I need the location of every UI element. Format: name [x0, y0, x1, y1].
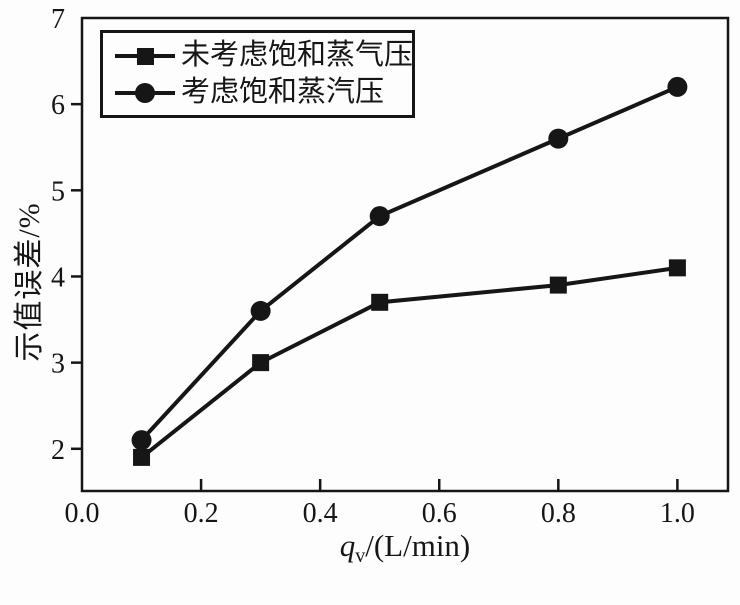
data-point-circle [667, 76, 688, 97]
y-tick-label: 3 [51, 349, 65, 380]
data-point-circle [250, 300, 271, 321]
y-axis-title: 示值误差/% [13, 202, 46, 362]
series-line-circle [140, 85, 679, 442]
legend-item-without-svp: 未考虑饱和蒸气压 [114, 39, 414, 71]
x-tick-label: 0.4 [303, 498, 338, 529]
data-point-square [252, 354, 270, 372]
data-point-square [549, 276, 567, 294]
x-tick-label: 0.6 [422, 498, 457, 529]
circle-marker-key-icon [115, 82, 175, 103]
x-tick-label: 0.0 [65, 498, 100, 529]
legend-label-without-svp: 未考虑饱和蒸气压 [181, 39, 414, 71]
data-point-circle [369, 206, 390, 227]
legend-label-with-svp: 考虑饱和蒸汽压 [181, 76, 385, 108]
y-tick-label: 7 [51, 4, 65, 35]
legend: 未考虑饱和蒸气压 考虑饱和蒸汽压 [100, 30, 415, 118]
data-point-circle [548, 128, 569, 149]
x-axis-title: qv/(L/min) [82, 528, 728, 568]
series-line-square [140, 265, 678, 459]
x-axis-unit: /(L/min) [365, 528, 471, 563]
y-tick-label: 6 [51, 90, 65, 121]
data-point-circle [131, 430, 152, 451]
x-axis-variable-subscript: v [355, 545, 366, 567]
plot-frame [80, 16, 730, 493]
x-tick-label: 0.2 [184, 498, 219, 529]
legend-item-with-svp: 考虑饱和蒸汽压 [114, 78, 412, 107]
data-point-square [668, 259, 686, 277]
y-tick-label: 4 [51, 262, 65, 293]
x-tick-label: 0.8 [541, 498, 576, 529]
x-axis-variable: q [339, 528, 356, 563]
y-tick-label: 5 [51, 176, 65, 207]
x-tick-label: 1.0 [660, 498, 695, 529]
square-marker-key-icon [115, 47, 175, 65]
data-point-square [133, 448, 151, 466]
y-tick-label: 2 [51, 435, 65, 466]
data-point-square [371, 293, 389, 311]
